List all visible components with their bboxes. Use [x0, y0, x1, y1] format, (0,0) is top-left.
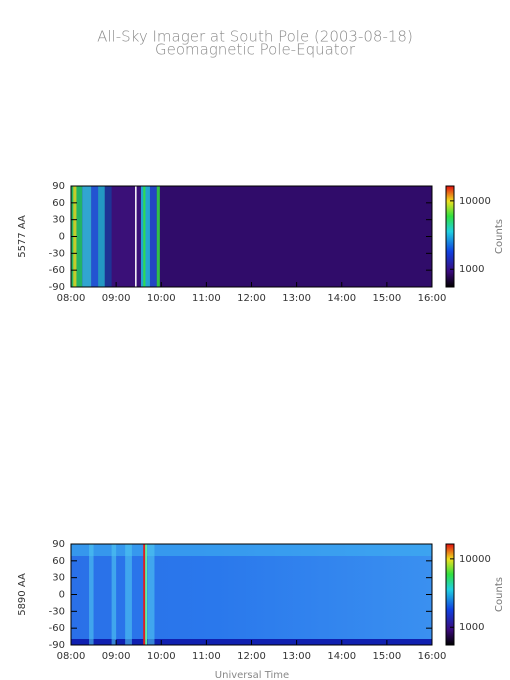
y-tick-label: 30 [52, 573, 65, 584]
y-tick-label: 30 [52, 215, 65, 226]
colorbar [445, 185, 455, 288]
y-tick-label: -90 [49, 282, 65, 293]
x-tick-label: 14:00 [327, 293, 356, 304]
y-tick-label: -30 [49, 248, 65, 259]
x-tick-label: 09:00 [102, 293, 131, 304]
heatmap-feature [149, 186, 157, 287]
y-tick-label: 90 [52, 539, 65, 550]
y-tick-label: 90 [52, 181, 65, 192]
y-tick-label: 0 [59, 590, 65, 601]
x-tick-label: 10:00 [147, 651, 176, 662]
x-tick-label: 16:00 [418, 293, 447, 304]
colorbar-tick-label: 1000 [459, 264, 484, 275]
x-tick-label: 09:00 [102, 651, 131, 662]
heatmap-feature [143, 186, 146, 287]
colorbar-tick-label: 10000 [459, 554, 491, 565]
x-tick-label: 14:00 [327, 651, 356, 662]
heatmap-feature [71, 544, 432, 556]
x-tick-label: 10:00 [147, 293, 176, 304]
y-tick-label: 0 [59, 232, 65, 243]
x-tick-label: 11:00 [192, 293, 221, 304]
heatmap-feature [147, 544, 155, 645]
heatmap-feature [82, 186, 92, 287]
x-tick-label: 11:00 [192, 651, 221, 662]
y-tick-label: -60 [49, 265, 65, 276]
heatmap-feature [145, 544, 148, 645]
heatmap-feature [89, 544, 94, 645]
heatmap-feature [98, 186, 105, 287]
x-tick-label: 08:00 [57, 651, 86, 662]
subtitle: Geomagnetic Pole-Equator [155, 41, 356, 59]
x-tick-label: 12:00 [237, 293, 266, 304]
y-tick-label: -30 [49, 606, 65, 617]
y-axis-label: 5890 AA [17, 573, 28, 616]
x-axis-label: Universal Time [215, 670, 289, 680]
colorbar [445, 543, 455, 646]
colorbar-tick-label: 10000 [459, 196, 491, 207]
heatmap-feature [111, 544, 117, 645]
y-tick-label: 60 [52, 556, 65, 567]
x-tick-label: 13:00 [282, 651, 311, 662]
x-tick-label: 08:00 [57, 293, 86, 304]
x-tick-label: 12:00 [237, 651, 266, 662]
heatmap-feature [91, 186, 99, 287]
x-tick-label: 15:00 [372, 651, 401, 662]
title: All-Sky Imager at South Pole (2003-08-18… [97, 28, 413, 46]
heatmap-feature [156, 186, 160, 287]
y-tick-label: 60 [52, 198, 65, 209]
heatmap-feature [143, 544, 146, 645]
heatmap-feature [104, 186, 112, 287]
colorbar-label: Counts [494, 577, 505, 612]
y-tick-label: -90 [49, 640, 65, 651]
colorbar-tick-label: 1000 [459, 622, 484, 633]
x-tick-label: 15:00 [372, 293, 401, 304]
colorbar-label: Counts [494, 219, 505, 254]
x-tick-label: 13:00 [282, 293, 311, 304]
y-tick-label: -60 [49, 623, 65, 634]
y-axis-label: 5577 AA [17, 215, 28, 258]
heatmap-feature [135, 186, 137, 287]
heatmap-feature [125, 544, 132, 645]
heatmap-feature [159, 186, 433, 287]
x-tick-label: 16:00 [418, 651, 447, 662]
